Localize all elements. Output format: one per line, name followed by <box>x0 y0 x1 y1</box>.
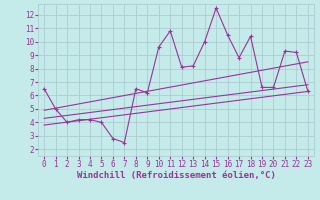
X-axis label: Windchill (Refroidissement éolien,°C): Windchill (Refroidissement éolien,°C) <box>76 171 276 180</box>
